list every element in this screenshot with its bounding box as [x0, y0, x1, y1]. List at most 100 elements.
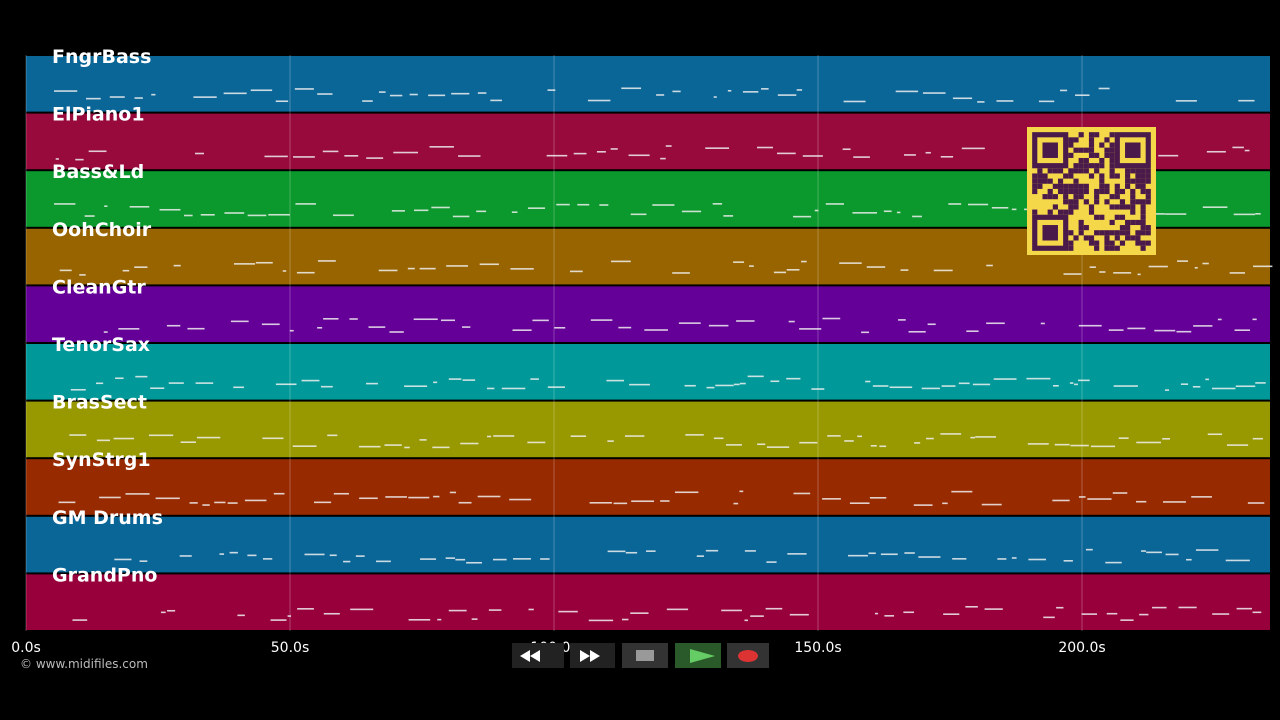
note: [866, 266, 886, 268]
note: [921, 387, 940, 390]
note: [122, 269, 130, 272]
qr-cell: [1094, 132, 1100, 138]
note: [115, 377, 124, 380]
qr-cell: [1032, 183, 1038, 189]
note: [230, 320, 249, 323]
note: [293, 156, 315, 158]
qr-cell: [1078, 219, 1084, 226]
note: [1136, 500, 1147, 503]
note: [621, 87, 642, 90]
qr-cell: [1042, 173, 1048, 179]
qr-finder-core: [1125, 142, 1141, 158]
note: [1085, 548, 1093, 551]
note: [1056, 606, 1064, 609]
note: [1043, 616, 1055, 619]
note: [972, 383, 991, 386]
note: [404, 385, 428, 388]
note: [437, 618, 442, 621]
note: [674, 491, 699, 494]
note: [359, 497, 378, 500]
qr-cell: [1068, 199, 1074, 205]
note: [329, 554, 337, 557]
note: [317, 326, 323, 329]
note: [712, 203, 723, 205]
note: [72, 619, 88, 621]
note: [1081, 613, 1098, 615]
qr-cell: [1068, 188, 1074, 195]
note: [268, 213, 290, 216]
note: [577, 203, 590, 206]
qr-cell: [1140, 240, 1146, 246]
note: [184, 214, 193, 217]
qr-cell: [1109, 168, 1115, 174]
note: [725, 444, 742, 446]
note: [684, 384, 696, 387]
record-icon: [738, 650, 758, 662]
note: [96, 439, 111, 442]
qr-cell: [1114, 245, 1120, 251]
qr-cell: [1083, 147, 1089, 153]
note: [135, 375, 148, 378]
note: [139, 560, 148, 562]
qr-cell: [1140, 209, 1146, 215]
qr-cell: [1125, 178, 1131, 184]
note: [843, 100, 866, 103]
note: [452, 215, 470, 218]
qr-cell: [1094, 194, 1100, 200]
track-name: GrandPno: [52, 564, 157, 586]
track-name: SynStrg1: [52, 449, 151, 471]
note: [789, 613, 809, 616]
note: [1165, 213, 1187, 215]
qr-cell: [1125, 219, 1131, 226]
qr-cell: [1083, 163, 1089, 169]
note: [1139, 613, 1149, 616]
qr-cell: [1068, 137, 1074, 143]
note: [134, 97, 143, 99]
qr-cell: [1135, 240, 1141, 246]
note: [1186, 558, 1192, 561]
note: [765, 607, 783, 610]
qr-cell: [1083, 183, 1089, 189]
note: [287, 615, 292, 617]
note: [194, 152, 204, 155]
qr-cell: [1037, 178, 1043, 184]
qr-cell: [1145, 178, 1151, 184]
note: [317, 93, 333, 95]
note: [448, 378, 462, 380]
note: [607, 440, 614, 442]
qr-cell: [1125, 168, 1131, 174]
qr-cell: [1109, 219, 1115, 226]
note: [1176, 330, 1192, 333]
track-name: CleanGtr: [52, 276, 146, 298]
note: [713, 437, 724, 440]
note: [393, 151, 419, 154]
note: [558, 610, 578, 613]
note: [1113, 385, 1138, 387]
track-name: FngrBass: [52, 46, 151, 68]
qr-finder: [1032, 132, 1069, 169]
note: [844, 440, 854, 442]
note: [1233, 213, 1256, 216]
note: [1059, 89, 1068, 92]
note: [1099, 271, 1106, 273]
note: [883, 210, 892, 213]
note: [540, 558, 550, 560]
qr-cell: [1057, 178, 1064, 184]
note: [723, 215, 734, 217]
note: [296, 271, 315, 274]
track-lane: [26, 401, 1270, 458]
note: [672, 272, 690, 274]
note: [530, 378, 539, 380]
qr-cell: [1119, 214, 1126, 220]
note: [486, 435, 492, 438]
qr-cell: [1125, 225, 1131, 231]
note: [166, 324, 181, 327]
note: [1098, 87, 1110, 90]
note: [757, 146, 774, 149]
qr-cell: [1104, 152, 1110, 158]
note: [874, 612, 879, 615]
qr-cell: [1109, 173, 1115, 179]
note: [951, 490, 973, 493]
note: [1252, 611, 1262, 614]
note: [479, 263, 499, 266]
